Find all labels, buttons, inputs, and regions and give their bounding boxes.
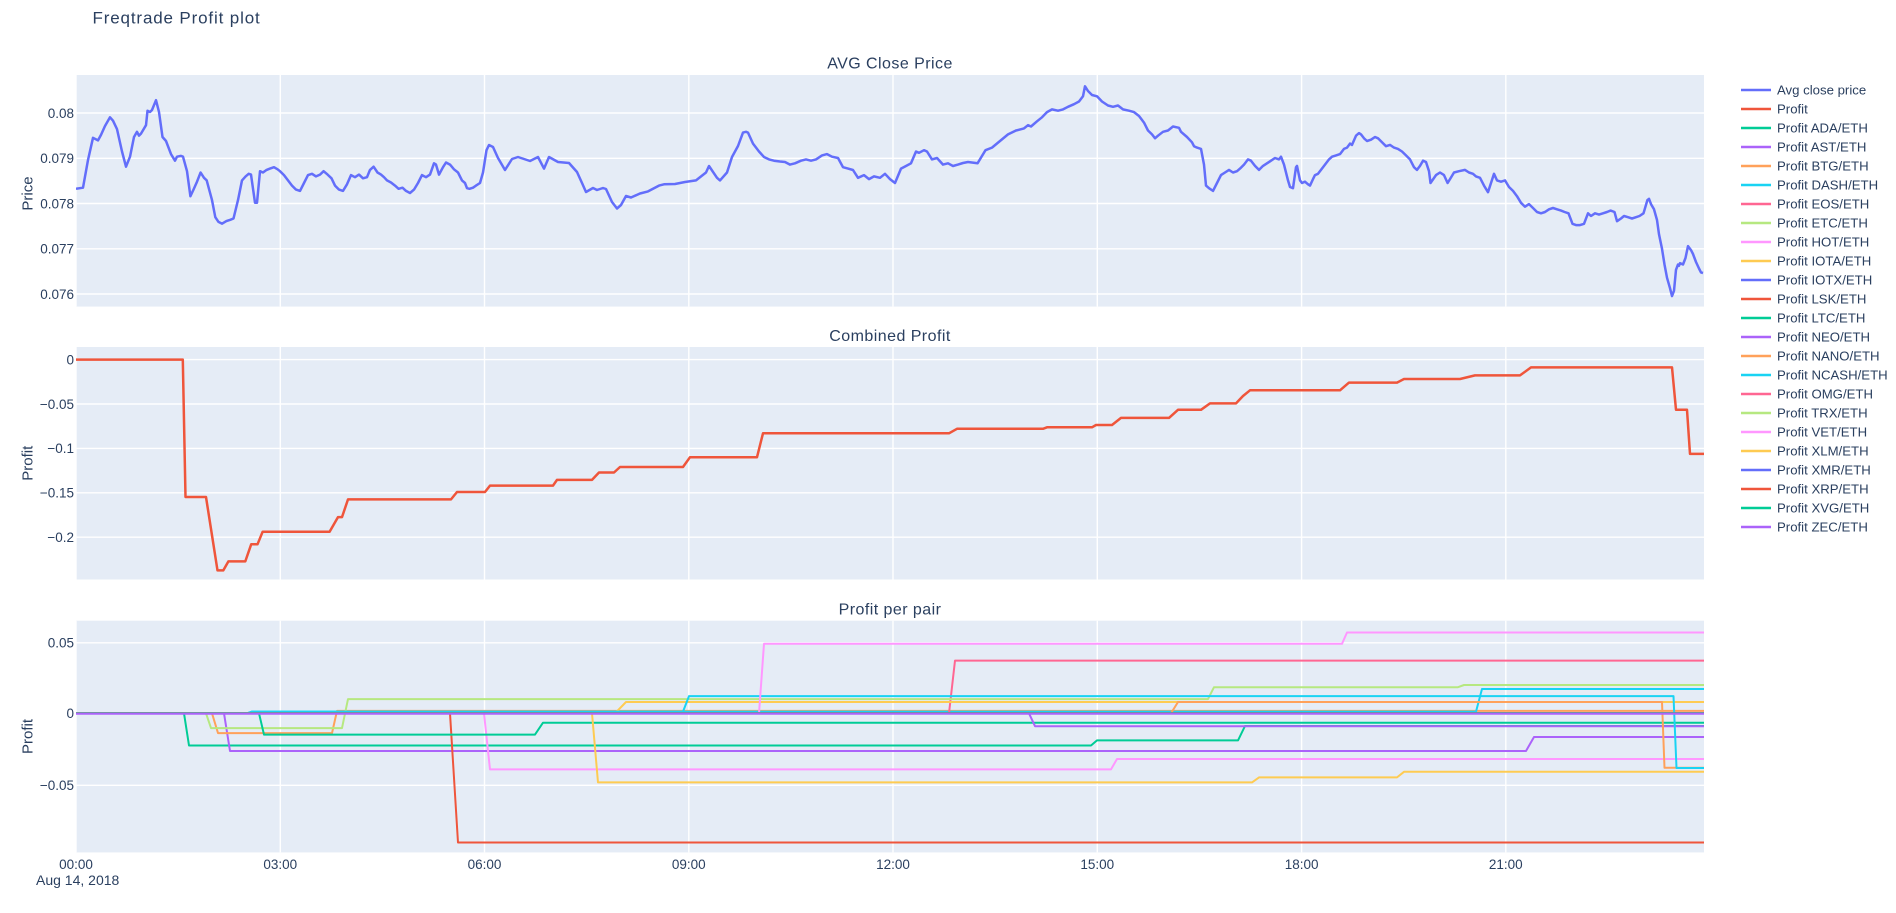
svg-text:Profit EOS/ETH: Profit EOS/ETH (1777, 197, 1869, 212)
svg-text:Profit XRP/ETH: Profit XRP/ETH (1777, 482, 1869, 497)
svg-text:Freqtrade Profit plot: Freqtrade Profit plot (93, 9, 261, 28)
svg-text:Profit IOTA/ETH: Profit IOTA/ETH (1777, 254, 1871, 269)
svg-text:0.05: 0.05 (48, 636, 74, 651)
svg-text:Profit IOTX/ETH: Profit IOTX/ETH (1777, 273, 1872, 288)
svg-text:−0.05: −0.05 (40, 778, 74, 793)
svg-text:Profit NCASH/ETH: Profit NCASH/ETH (1777, 368, 1888, 383)
svg-text:Profit XLM/ETH: Profit XLM/ETH (1777, 444, 1869, 459)
svg-text:09:00: 09:00 (672, 857, 706, 872)
svg-text:21:00: 21:00 (1489, 857, 1523, 872)
svg-text:Combined Profit: Combined Profit (829, 328, 951, 345)
svg-text:Profit XVG/ETH: Profit XVG/ETH (1777, 501, 1869, 516)
svg-text:18:00: 18:00 (1285, 857, 1319, 872)
svg-text:Profit VET/ETH: Profit VET/ETH (1777, 425, 1867, 440)
svg-text:15:00: 15:00 (1080, 857, 1114, 872)
svg-text:0: 0 (66, 352, 74, 367)
svg-text:0: 0 (66, 706, 74, 721)
svg-text:Profit XMR/ETH: Profit XMR/ETH (1777, 463, 1871, 478)
svg-text:0.078: 0.078 (40, 196, 74, 211)
svg-text:Profit BTG/ETH: Profit BTG/ETH (1777, 159, 1869, 174)
svg-text:Profit NANO/ETH: Profit NANO/ETH (1777, 349, 1880, 364)
svg-text:Profit: Profit (1777, 102, 1808, 117)
svg-text:00:00: 00:00 (59, 857, 93, 872)
svg-text:03:00: 03:00 (263, 857, 297, 872)
svg-text:−0.1: −0.1 (47, 441, 74, 456)
svg-text:Aug 14, 2018: Aug 14, 2018 (36, 872, 120, 888)
svg-text:Profit: Profit (20, 445, 37, 481)
svg-text:Price: Price (20, 176, 37, 210)
svg-text:0.08: 0.08 (48, 106, 74, 121)
svg-text:Profit LSK/ETH: Profit LSK/ETH (1777, 292, 1866, 307)
svg-text:0.077: 0.077 (40, 242, 74, 257)
svg-text:12:00: 12:00 (876, 857, 910, 872)
svg-text:Profit HOT/ETH: Profit HOT/ETH (1777, 235, 1869, 250)
svg-text:−0.15: −0.15 (40, 486, 74, 501)
svg-text:Profit NEO/ETH: Profit NEO/ETH (1777, 330, 1870, 345)
svg-text:Avg close price: Avg close price (1777, 83, 1866, 98)
svg-text:Profit OMG/ETH: Profit OMG/ETH (1777, 387, 1873, 402)
svg-text:0.079: 0.079 (40, 151, 74, 166)
svg-text:Profit AST/ETH: Profit AST/ETH (1777, 140, 1866, 155)
svg-text:Profit DASH/ETH: Profit DASH/ETH (1777, 178, 1878, 193)
svg-text:Profit ADA/ETH: Profit ADA/ETH (1777, 121, 1868, 136)
svg-text:Profit TRX/ETH: Profit TRX/ETH (1777, 406, 1868, 421)
svg-text:Profit ZEC/ETH: Profit ZEC/ETH (1777, 520, 1868, 535)
svg-text:Profit LTC/ETH: Profit LTC/ETH (1777, 311, 1865, 326)
svg-text:Profit: Profit (20, 718, 37, 754)
svg-text:Profit per pair: Profit per pair (839, 602, 942, 619)
svg-text:−0.2: −0.2 (47, 530, 74, 545)
svg-text:06:00: 06:00 (468, 857, 502, 872)
svg-text:Profit ETC/ETH: Profit ETC/ETH (1777, 216, 1868, 231)
svg-text:0.076: 0.076 (40, 287, 74, 302)
svg-text:−0.05: −0.05 (40, 397, 74, 412)
svg-text:AVG Close Price: AVG Close Price (827, 56, 953, 73)
